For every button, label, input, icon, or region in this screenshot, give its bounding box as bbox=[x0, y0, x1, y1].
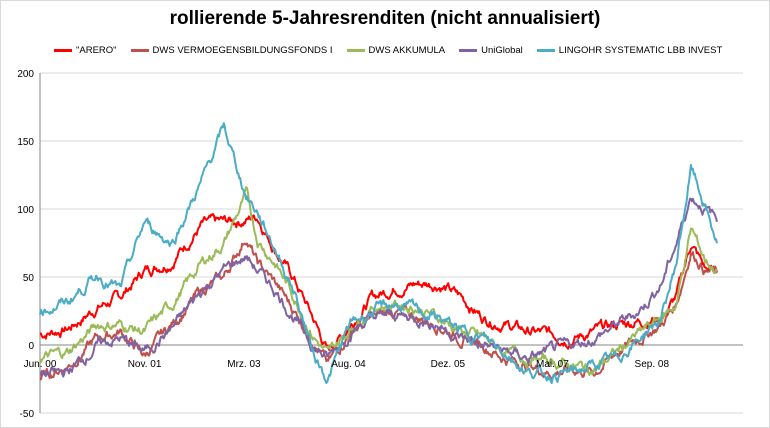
chart-title: rollierende 5-Jahresrenditen (nicht annu… bbox=[169, 8, 601, 29]
legend-item: UniGlobal bbox=[459, 45, 523, 56]
legend-item: LINGOHR SYSTEMATIC LBB INVEST bbox=[536, 44, 723, 56]
series-line-5 bbox=[39, 122, 718, 385]
x-tick-label: Dez. 05 bbox=[431, 359, 466, 370]
legend-label: DWS VERMOEGENSBILDUNGSFONDS I bbox=[152, 44, 333, 56]
y-tick-label: -50 bbox=[20, 409, 35, 420]
legend-label: "ARERO" bbox=[76, 44, 117, 56]
series-line-1 bbox=[39, 213, 718, 351]
legend-item: DWS AKKUMULA bbox=[346, 44, 446, 56]
y-tick-label: 50 bbox=[23, 273, 35, 284]
legend-label: DWS AKKUMULA bbox=[368, 44, 446, 56]
x-tick-label: Sep. 08 bbox=[635, 359, 670, 370]
legend-label: LINGOHR SYSTEMATIC LBB INVEST bbox=[558, 44, 723, 56]
x-tick-label: Mrz. 03 bbox=[227, 359, 261, 370]
legend-item: "ARERO" bbox=[54, 45, 117, 56]
series-line-4 bbox=[39, 197, 718, 378]
x-tick-label: Jun. 00 bbox=[24, 359, 57, 370]
x-tick-label: Aug. 04 bbox=[331, 359, 366, 370]
legend-swatch bbox=[536, 48, 555, 52]
series-line-3 bbox=[39, 186, 718, 377]
legend-swatch bbox=[346, 48, 365, 52]
y-tick-label: 150 bbox=[17, 137, 34, 148]
legend-swatch bbox=[54, 48, 72, 52]
legend-swatch bbox=[130, 48, 149, 52]
x-tick-label: Mai. 07 bbox=[536, 359, 569, 370]
legend-label: UniGlobal bbox=[481, 44, 523, 56]
legend: "ARERO" DWS VERMOEGENSBILDUNGSFONDS I DWS … bbox=[54, 43, 736, 57]
y-tick-label: 0 bbox=[28, 341, 34, 352]
y-tick-label: 100 bbox=[17, 205, 34, 216]
legend-swatch bbox=[459, 48, 478, 52]
legend-item: DWS VERMOEGENSBILDUNGSFONDS I bbox=[130, 44, 333, 56]
x-tick-label: Nov. 01 bbox=[128, 359, 162, 370]
y-tick-label: 200 bbox=[17, 69, 34, 80]
